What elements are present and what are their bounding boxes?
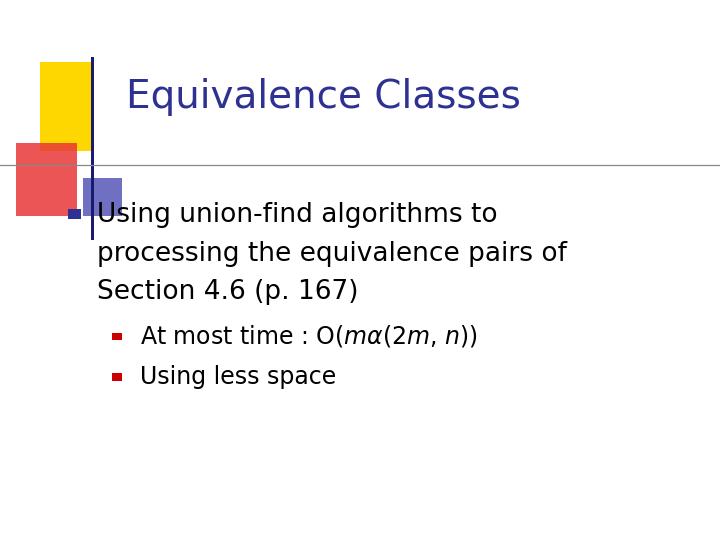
Text: Using union-find algorithms to: Using union-find algorithms to [97, 202, 498, 228]
Bar [112, 373, 122, 381]
Bar [112, 333, 122, 340]
Bar [83, 178, 122, 216]
Bar [68, 209, 81, 219]
Text: processing the equivalence pairs of: processing the equivalence pairs of [97, 241, 567, 267]
Bar [40, 62, 91, 151]
Text: Section 4.6 (p. 167): Section 4.6 (p. 167) [97, 279, 359, 305]
Text: Using less space: Using less space [140, 365, 337, 389]
Text: Equivalence Classes: Equivalence Classes [126, 78, 521, 116]
Text: At most time : O($m$$\alpha$(2$m$, $n$)): At most time : O($m$$\alpha$(2$m$, $n$)) [140, 323, 478, 349]
Bar [91, 57, 94, 240]
Bar [16, 143, 77, 216]
